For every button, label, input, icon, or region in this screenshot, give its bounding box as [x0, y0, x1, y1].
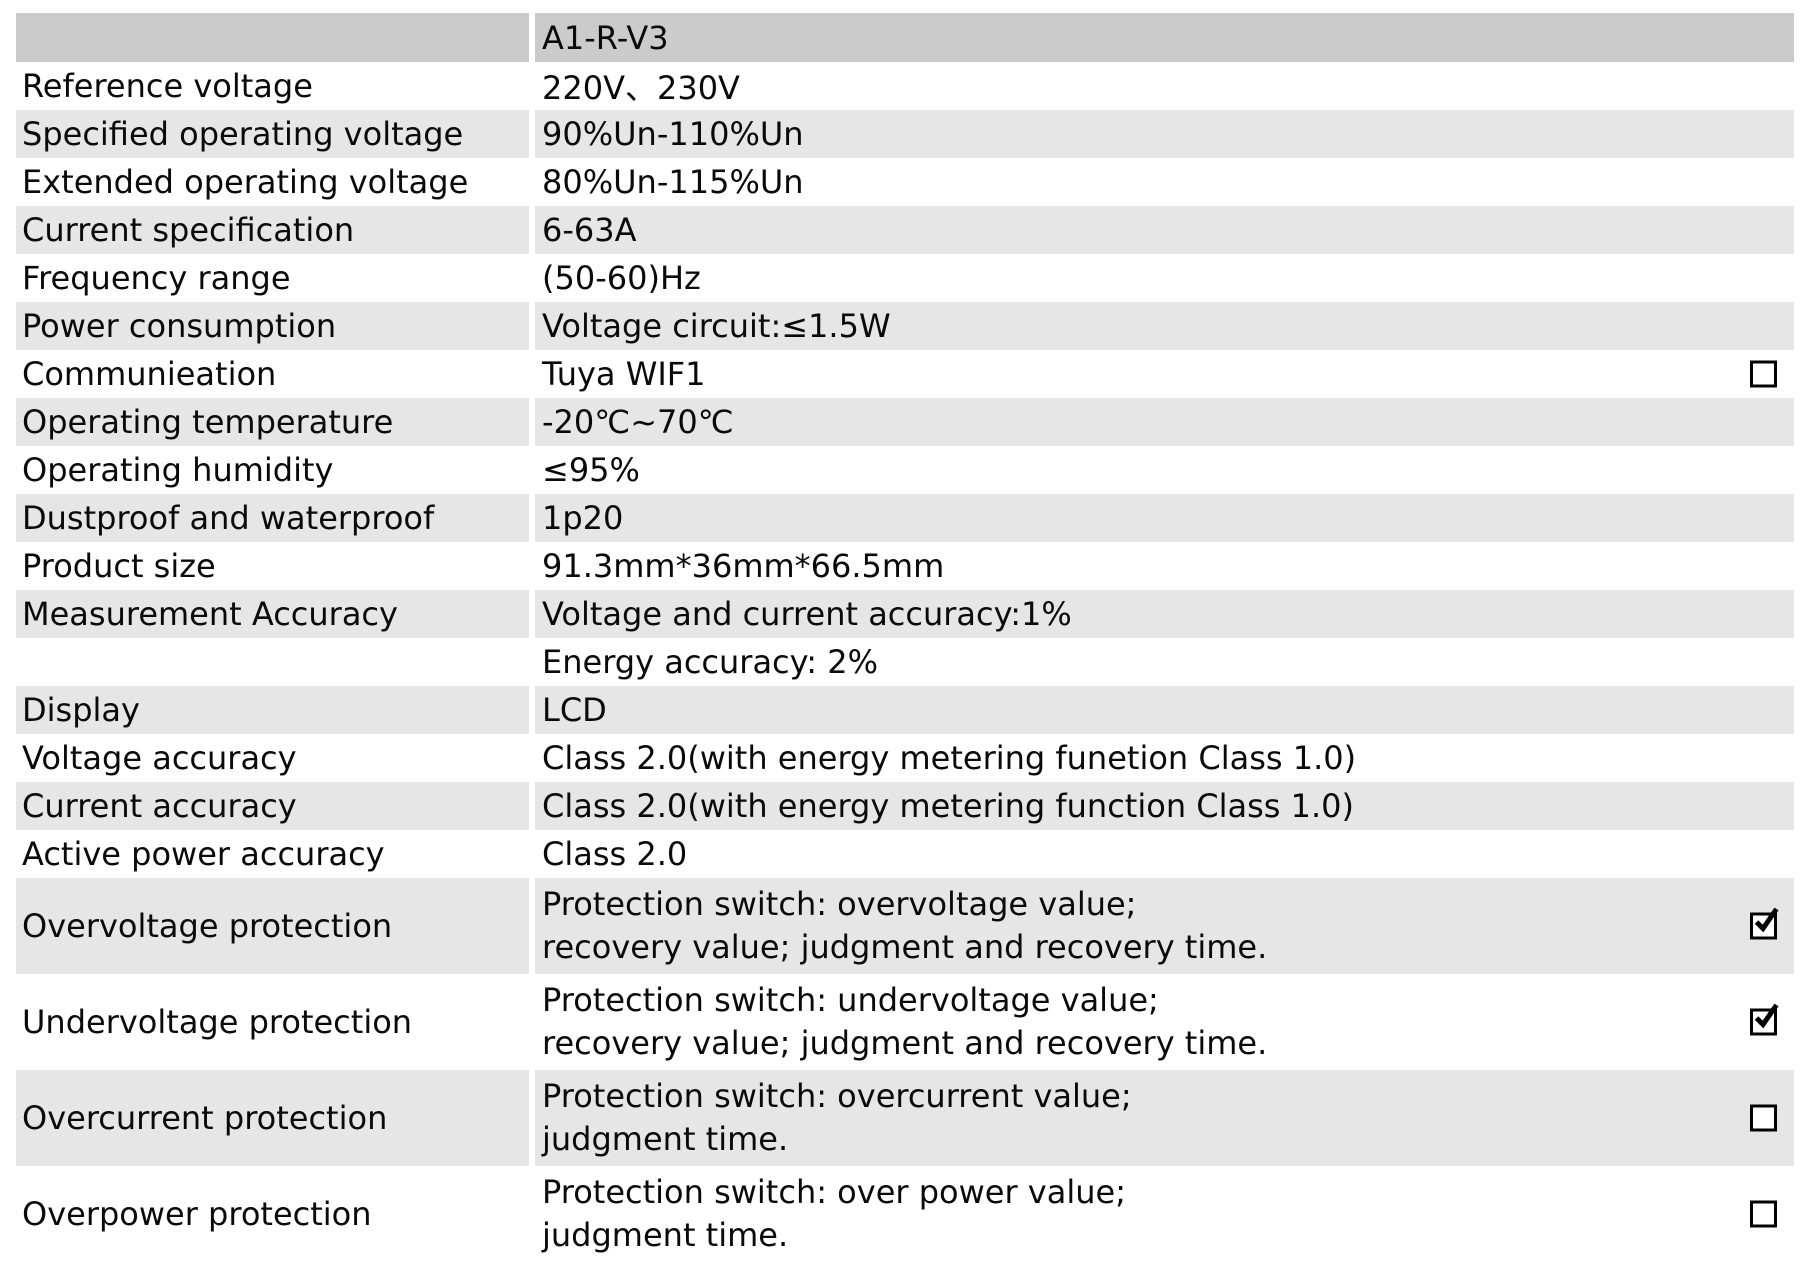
row-value-text: Class 2.0 — [542, 835, 688, 873]
row-value-cell: (50-60)Hz — [535, 254, 1794, 302]
row-value-text: LCD — [542, 691, 607, 729]
row-value-text: 91.3mm*36mm*66.5mm — [542, 547, 945, 585]
checkbox-checked-icon[interactable] — [1750, 1003, 1779, 1036]
row-label-cell — [16, 638, 529, 686]
row-label-cell: Active power accuracy — [22, 835, 385, 873]
row-value-line: Protection switch: undervoltage value; — [542, 981, 1159, 1019]
row-label-cell: Product size — [22, 547, 216, 585]
row-label-cell: Current accuracy — [16, 782, 529, 830]
row-value-cell: Protection switch: overvoltage value; rec… — [535, 878, 1794, 974]
row-value-text: Voltage and current accuracy:1% — [542, 595, 1072, 633]
row-value-cell: Class 2.0(with energy metering function … — [535, 782, 1794, 830]
table-row: Overcurrent protection Protection switch:… — [16, 1070, 1794, 1166]
table-row: Voltage accuracy Class 2.0(with energy me… — [16, 734, 1794, 782]
row-label-cell: Extended operating voltage — [22, 163, 469, 201]
table-row: Current accuracy Class 2.0(with energy me… — [16, 782, 1794, 830]
row-label-cell: Power consumption — [16, 302, 529, 350]
row-value-line: judgment time. — [542, 1120, 789, 1158]
row-value-cell: Protection switch: undervoltage value; re… — [535, 974, 1794, 1070]
table-row: Communieation Tuya WIF1 — [16, 350, 1794, 398]
row-value-cell: 90%Un-110%Un — [535, 110, 1794, 158]
row-value-line: judgment time. — [542, 1216, 789, 1254]
table-row: Undervoltage protection Protection switch… — [16, 974, 1794, 1070]
checkbox-unchecked-icon[interactable] — [1750, 1200, 1777, 1228]
table-row: Energy accuracy: 2% — [16, 638, 1794, 686]
row-value-line: recovery value; judgment and recovery ti… — [542, 928, 1268, 966]
row-value-cell: LCD — [535, 686, 1794, 734]
row-value-line: Protection switch: overcurrent value; — [542, 1077, 1132, 1115]
row-label-cell: Operating humidity — [22, 451, 334, 489]
row-label-cell: Voltage accuracy — [22, 739, 297, 777]
table-row: Measurement Accuracy Voltage and current … — [16, 590, 1794, 638]
header-model-cell: A1-R-V3 — [535, 13, 1794, 62]
table-row: Display LCD — [16, 686, 1794, 734]
row-label-cell: Overvoltage protection — [16, 878, 529, 974]
row-value-cell: 80%Un-115%Un — [535, 158, 1794, 206]
checkbox-unchecked-icon[interactable] — [1750, 360, 1777, 388]
row-value-cell: Energy accuracy: 2% — [535, 638, 1794, 686]
row-value-line: Protection switch: overvoltage value; — [542, 885, 1137, 923]
row-value-text: 6-63A — [542, 211, 637, 249]
table-header-row: A1-R-V3 — [16, 13, 1794, 62]
model-name: A1-R-V3 — [542, 18, 669, 57]
row-value-cell: Voltage circuit:≤1.5W — [535, 302, 1794, 350]
row-value-cell: Voltage and current accuracy:1% — [535, 590, 1794, 638]
row-value-cell: -20℃~70℃ — [535, 398, 1794, 446]
row-value-line: recovery value; judgment and recovery ti… — [542, 1024, 1268, 1062]
checkbox-checked-icon[interactable] — [1750, 907, 1779, 940]
row-value-text: Class 2.0(with energy metering funetion … — [542, 739, 1357, 777]
row-value-cell: Protection switch: overcurrent value; jud… — [535, 1070, 1794, 1166]
row-label-cell: Measurement Accuracy — [16, 590, 529, 638]
table-row: Operating humidity ≤95% — [16, 446, 1794, 494]
row-value-text: (50-60)Hz — [542, 259, 701, 297]
table-row: Frequency range (50-60)Hz — [16, 254, 1794, 302]
row-label-cell: Reference voltage — [22, 67, 313, 105]
row-label-cell: Overpower protection — [22, 1195, 372, 1233]
row-label-cell: Undervoltage protection — [22, 1003, 413, 1041]
row-value-text: Energy accuracy: 2% — [542, 643, 878, 681]
row-label-cell: Frequency range — [22, 259, 291, 297]
table-row: Specified operating voltage 90%Un-110%Un — [16, 110, 1794, 158]
row-value-text: 90%Un-110%Un — [542, 115, 804, 153]
table-row: Extended operating voltage 80%Un-115%Un — [16, 158, 1794, 206]
row-label-cell: Overcurrent protection — [16, 1070, 529, 1166]
row-value-text: 80%Un-115%Un — [542, 163, 804, 201]
table-row: Reference voltage 220V、230V — [16, 62, 1794, 110]
row-label-cell: Specified operating voltage — [16, 110, 529, 158]
row-value-line: Protection switch: over power value; — [542, 1173, 1126, 1211]
row-value-cell: Class 2.0 — [535, 830, 1794, 878]
row-value-text: -20℃~70℃ — [542, 403, 734, 441]
row-value-text: Tuya WIF1 — [542, 355, 706, 393]
row-label-cell: Communieation — [22, 355, 277, 393]
row-value-cell: Class 2.0(with energy metering funetion … — [535, 734, 1794, 782]
row-value-cell: ≤95% — [535, 446, 1794, 494]
table-row: Power consumption Voltage circuit:≤1.5W — [16, 302, 1794, 350]
checkbox-unchecked-icon[interactable] — [1750, 1104, 1777, 1132]
row-value-text: 220V、230V — [542, 69, 740, 107]
row-value-text: 1p20 — [542, 499, 624, 537]
row-value-cell: 220V、230V — [535, 62, 1794, 110]
row-value-text: ≤95% — [542, 451, 640, 489]
spec-table: A1-R-V3 Reference voltage 220V、230V Specif… — [16, 13, 1794, 1262]
row-label-cell: Current specification — [16, 206, 529, 254]
row-value-cell: 1p20 — [535, 494, 1794, 542]
table-row: Active power accuracy Class 2.0 — [16, 830, 1794, 878]
row-label-cell: Operating temperature — [16, 398, 529, 446]
header-empty-cell — [16, 13, 529, 62]
row-value-cell: Tuya WIF1 — [535, 350, 1794, 398]
table-row: Overpower protection Protection switch: o… — [16, 1166, 1794, 1262]
row-value-text: Class 2.0(with energy metering function … — [542, 787, 1354, 825]
table-row: Dustproof and waterproof 1p20 — [16, 494, 1794, 542]
table-row: Current specification 6-63A — [16, 206, 1794, 254]
row-value-cell: Protection switch: over power value; judg… — [535, 1166, 1794, 1262]
row-value-cell: 6-63A — [535, 206, 1794, 254]
table-row: Operating temperature -20℃~70℃ — [16, 398, 1794, 446]
table-row: Product size 91.3mm*36mm*66.5mm — [16, 542, 1794, 590]
row-value-text: Voltage circuit:≤1.5W — [542, 307, 891, 345]
row-label-cell: Display — [16, 686, 529, 734]
table-row: Overvoltage protection Protection switch:… — [16, 878, 1794, 974]
row-label-cell: Dustproof and waterproof — [16, 494, 529, 542]
row-value-cell: 91.3mm*36mm*66.5mm — [535, 542, 1794, 590]
